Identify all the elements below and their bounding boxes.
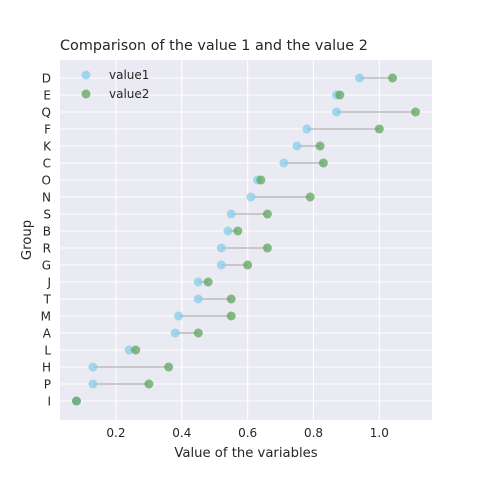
y-tick-label: O — [42, 174, 51, 188]
point-value1 — [124, 345, 134, 355]
data-points — [71, 73, 421, 406]
point-value2 — [226, 294, 236, 304]
point-value1 — [174, 311, 184, 321]
y-tick-label: J — [46, 276, 51, 290]
x-tick-label: 0.2 — [106, 426, 125, 440]
point-value1 — [193, 294, 203, 304]
x-axis-label: Value of the variables — [174, 446, 317, 461]
y-tick-label: L — [44, 344, 51, 358]
point-value2 — [262, 243, 272, 253]
point-value1 — [332, 107, 342, 117]
y-tick-label: C — [43, 157, 51, 171]
legend-label-value1: value1 — [109, 68, 149, 82]
point-value2 — [233, 226, 243, 236]
y-axis-label: Group — [20, 220, 35, 260]
y-tick-label: R — [43, 242, 51, 256]
legend-marker-value2 — [81, 89, 91, 99]
y-tick-label: K — [43, 140, 52, 154]
y-tick-label: D — [42, 72, 51, 86]
y-tick-label: T — [43, 293, 52, 307]
y-tick-label: F — [44, 123, 51, 137]
point-value1 — [223, 226, 233, 236]
legend: value1 value2 — [81, 68, 149, 101]
point-value1 — [216, 260, 226, 270]
y-tick-label: Q — [42, 106, 51, 120]
point-value1 — [302, 124, 312, 134]
y-tick-label: P — [44, 378, 51, 392]
x-tick-labels: 0.2 0.4 0.6 0.8 1.0 — [106, 426, 388, 440]
point-value1 — [246, 192, 256, 202]
legend-marker-value1 — [81, 70, 91, 80]
y-tick-label: M — [41, 310, 51, 324]
point-value2 — [193, 328, 203, 338]
point-value2 — [243, 260, 253, 270]
point-value2 — [262, 209, 272, 219]
point-value1 — [216, 243, 226, 253]
point-value1 — [88, 379, 98, 389]
y-tick-label: I — [47, 395, 51, 409]
y-tick-label: S — [43, 208, 51, 222]
point-value2 — [318, 158, 328, 168]
point-value2 — [374, 124, 384, 134]
chart-title: Comparison of the value 1 and the value … — [60, 38, 368, 54]
y-tick-label: N — [42, 191, 51, 205]
x-tick-label: 0.6 — [238, 426, 257, 440]
point-value2 — [131, 345, 141, 355]
point-value2 — [71, 396, 81, 406]
legend-label-value2: value2 — [109, 87, 149, 101]
x-tick-label: 1.0 — [370, 426, 389, 440]
point-value2 — [387, 73, 397, 83]
point-value1 — [88, 362, 98, 372]
point-value1 — [193, 277, 203, 287]
y-tick-label: E — [43, 89, 51, 103]
point-value1 — [170, 328, 180, 338]
point-value2 — [335, 90, 345, 100]
point-value2 — [164, 362, 174, 372]
x-tick-label: 0.4 — [172, 426, 191, 440]
point-value2 — [315, 141, 325, 151]
point-value1 — [355, 73, 365, 83]
x-tick-label: 0.8 — [304, 426, 323, 440]
plot-area — [60, 60, 432, 420]
point-value2 — [411, 107, 421, 117]
point-value1 — [292, 141, 302, 151]
point-value1 — [226, 209, 236, 219]
point-value2 — [144, 379, 154, 389]
point-value2 — [226, 311, 236, 321]
point-value2 — [305, 192, 315, 202]
y-tick-label: H — [42, 361, 51, 375]
point-value2 — [203, 277, 213, 287]
y-tick-label: B — [43, 225, 51, 239]
point-value1 — [279, 158, 289, 168]
point-value2 — [256, 175, 266, 185]
y-tick-label: G — [42, 259, 51, 273]
y-tick-label: A — [43, 327, 52, 341]
